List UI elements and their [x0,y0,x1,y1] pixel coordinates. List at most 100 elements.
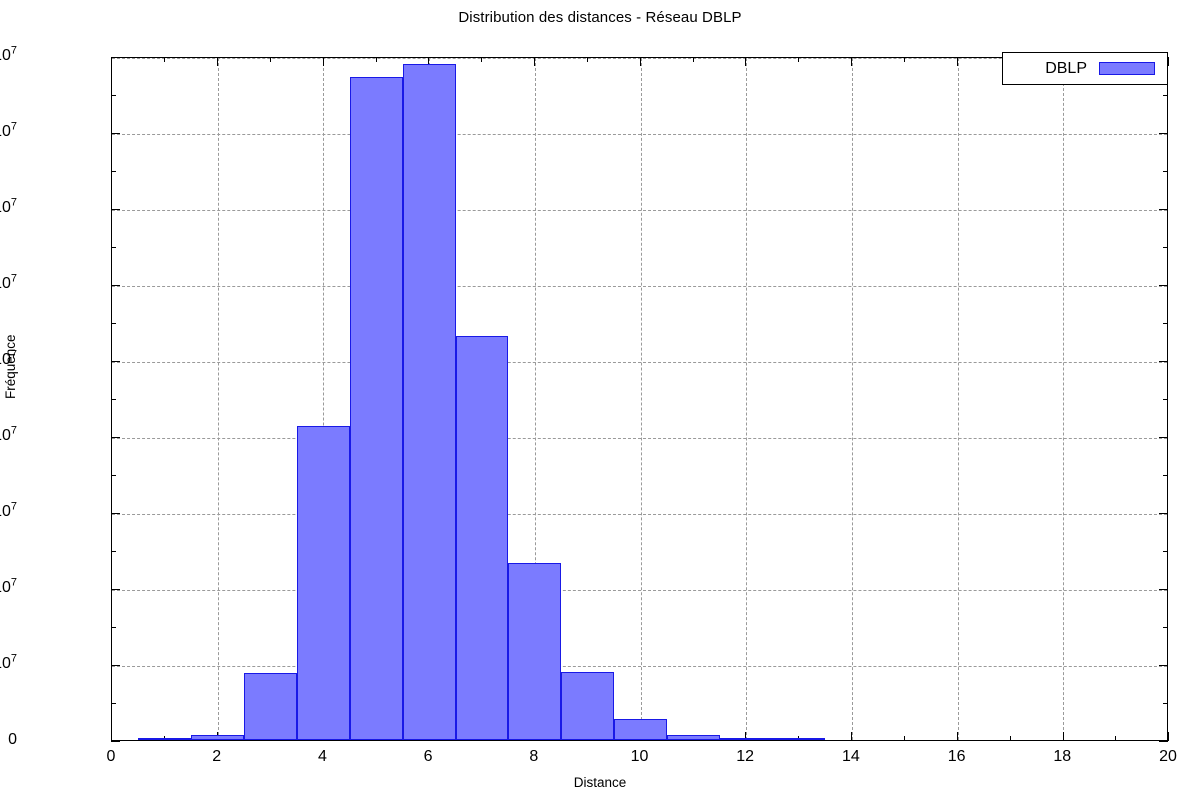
y-axis-tick [111,361,120,363]
x-axis-tick-label: 16 [947,748,966,765]
plot-area [111,57,1170,743]
plot-inner [111,57,1170,743]
y-axis-minor-tick [111,247,116,249]
y-axis-tick [1159,437,1168,439]
y-axis-minor-tick [1163,703,1168,705]
gridline-horizontal [112,286,1167,287]
y-axis-tick [111,665,120,667]
y-axis-tick-label: 5x107 [0,348,17,368]
x-axis-minor-tick [904,57,906,62]
x-axis-minor-tick [1009,736,1011,741]
x-axis-tick [111,57,113,66]
x-axis-tick [322,57,324,66]
y-axis-tick [111,741,120,743]
y-axis-minor-tick [111,703,116,705]
x-axis-tick [956,57,958,66]
y-axis-minor-tick [1163,475,1168,477]
x-axis-tick-label: 2 [212,748,222,765]
histogram-bar [455,335,509,740]
y-axis-tick [1159,513,1168,515]
y-axis-minor-tick [111,551,116,553]
y-axis-minor-tick [1163,323,1168,325]
x-axis-tick [111,732,113,741]
y-axis-tick [1159,589,1168,591]
y-axis-tick-label: 9x107 [0,44,17,64]
y-axis-tick-label: 8x107 [0,120,17,140]
gridline-vertical [323,58,325,740]
histogram-bar [296,426,350,740]
gridline-horizontal [112,210,1167,211]
x-axis-tick [639,57,641,66]
y-axis-tick [111,285,120,287]
histogram-bar [508,562,562,740]
histogram-bar [614,718,667,740]
y-axis-minor-tick [111,171,116,173]
y-axis-tick [111,57,120,59]
y-axis-minor-tick [1163,627,1168,629]
x-axis-tick-label: 8 [529,748,539,765]
x-axis-minor-tick [269,57,271,62]
gridline-horizontal [112,666,1167,667]
gridline-vertical [746,58,748,740]
gridline-horizontal [112,58,1167,59]
gridline-vertical [957,58,959,740]
gridline-horizontal [112,134,1167,135]
y-axis-tick [111,209,120,211]
x-axis-tick-label: 20 [1159,748,1177,765]
y-axis-tick-label: 7x107 [0,196,17,216]
x-axis-tick [745,57,747,66]
gridline-horizontal [112,362,1167,363]
x-axis-tick [1168,732,1170,741]
y-axis-minor-tick [111,627,116,629]
x-axis-tick [216,57,218,66]
legend-label: DBLP [1045,59,1087,77]
y-axis-minor-tick [1163,171,1168,173]
x-axis-tick-label: 0 [106,748,116,765]
y-axis-tick [111,513,120,515]
x-axis-tick [1062,732,1064,741]
x-axis-minor-tick [904,736,906,741]
x-axis-minor-tick [798,57,800,62]
histogram-bar [191,734,245,740]
y-axis-minor-tick [111,475,116,477]
x-axis-tick-label: 4 [317,748,327,765]
gridline-vertical [851,58,853,740]
gridline-horizontal [112,438,1167,439]
x-axis-tick-label: 18 [1053,748,1072,765]
histogram-bar [719,738,773,740]
x-axis-tick [428,57,430,66]
y-axis-minor-tick [111,95,116,97]
gridline-horizontal [112,590,1167,591]
y-axis-tick-label: 3x107 [0,500,17,520]
x-axis-tick [745,732,747,741]
y-axis-tick-label: 6x107 [0,272,17,292]
y-axis-minor-tick [1163,95,1168,97]
histogram-bar [349,77,403,740]
y-axis-tick-label: 0 [8,731,17,748]
legend-entry-dblp: DBLP [1003,53,1167,84]
histogram-bar [772,738,826,740]
legend: DBLP [1002,52,1168,85]
y-axis-tick [1159,285,1168,287]
x-axis-title: Distance [573,775,627,790]
x-axis-tick [956,732,958,741]
y-axis-tick-label: 1x107 [0,652,17,672]
x-axis-tick [851,57,853,66]
y-axis-tick [111,437,120,439]
y-axis-minor-tick [111,399,116,401]
x-axis-tick-label: 6 [423,748,433,765]
y-axis-minor-tick [111,323,116,325]
y-axis-tick [1159,209,1168,211]
y-axis-minor-tick [1163,551,1168,553]
x-axis-minor-tick [1115,736,1117,741]
legend-swatch [1099,62,1155,75]
gridline-vertical [1063,58,1065,740]
x-axis-tick [1168,57,1170,66]
x-axis-tick-label: 10 [630,748,649,765]
gridline-horizontal [112,514,1167,515]
chart-title: Distribution des distances - Réseau DBLP [458,9,742,26]
histogram-bar [561,672,615,740]
y-axis-tick [111,133,120,135]
y-axis-tick [1159,133,1168,135]
